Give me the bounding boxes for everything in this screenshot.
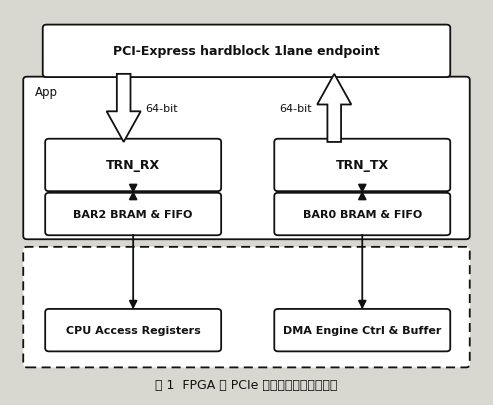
Text: DMA Engine Ctrl & Buffer: DMA Engine Ctrl & Buffer <box>283 325 441 335</box>
FancyBboxPatch shape <box>23 77 470 240</box>
Text: 图 1  FPGA 的 PCIe 接口及事物控制器设计: 图 1 FPGA 的 PCIe 接口及事物控制器设计 <box>155 378 338 391</box>
FancyBboxPatch shape <box>45 193 221 236</box>
Text: TRN_TX: TRN_TX <box>336 159 389 172</box>
Text: BAR0 BRAM & FIFO: BAR0 BRAM & FIFO <box>303 209 422 220</box>
FancyBboxPatch shape <box>43 26 450 78</box>
Polygon shape <box>317 75 352 143</box>
Text: TRN_RX: TRN_RX <box>106 159 160 172</box>
FancyBboxPatch shape <box>274 193 450 236</box>
FancyBboxPatch shape <box>45 139 221 192</box>
FancyBboxPatch shape <box>23 247 470 367</box>
Text: 64-bit: 64-bit <box>280 104 312 114</box>
Text: BAR2 BRAM & FIFO: BAR2 BRAM & FIFO <box>73 209 193 220</box>
Polygon shape <box>106 75 141 143</box>
FancyBboxPatch shape <box>274 139 450 192</box>
Text: CPU Access Registers: CPU Access Registers <box>66 325 201 335</box>
FancyBboxPatch shape <box>274 309 450 352</box>
Text: 64-bit: 64-bit <box>145 104 178 114</box>
Text: App: App <box>35 85 58 98</box>
FancyBboxPatch shape <box>45 309 221 352</box>
Text: PCI-Express hardblock 1lane endpoint: PCI-Express hardblock 1lane endpoint <box>113 45 380 58</box>
